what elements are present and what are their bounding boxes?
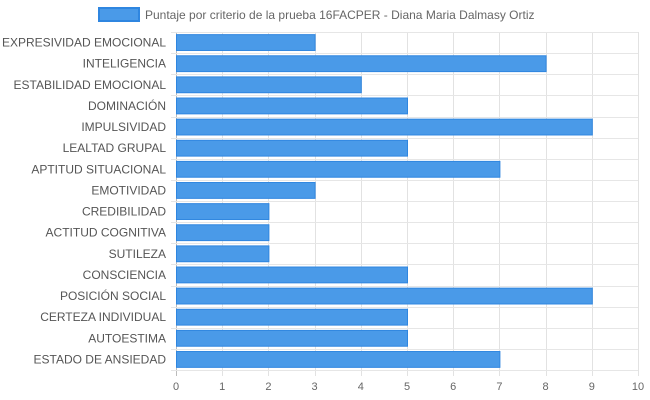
x-tick-label: 10 [632, 381, 644, 393]
category-label: EXPRESIVIDAD EMOCIONAL [2, 36, 166, 50]
bar[interactable] [176, 329, 408, 347]
bar[interactable] [176, 34, 316, 51]
category-label: SUTILEZA [109, 247, 166, 261]
bar[interactable] [176, 118, 593, 136]
category-label: IMPULSIVIDAD [81, 120, 166, 134]
bars [176, 34, 593, 368]
x-axis-ticks: 0 1 2 3 4 5 6 7 8 9 10 [173, 381, 644, 393]
bar[interactable] [176, 139, 408, 157]
category-label: POSICIÓN SOCIAL [60, 288, 166, 303]
category-label: CREDIBILIDAD [82, 205, 166, 219]
category-label: INTELIGENCIA [83, 57, 166, 71]
legend[interactable]: Puntaje por criterio de la prueba 16FACP… [98, 7, 535, 22]
x-tick-label: 3 [312, 381, 318, 393]
bar[interactable] [176, 287, 593, 305]
category-label: EMOTIVIDAD [91, 183, 166, 197]
category-label: ESTABILIDAD EMOCIONAL [14, 78, 167, 92]
legend-swatch [98, 7, 140, 22]
category-labels: EXPRESIVIDAD EMOCIONAL INTELIGENCIA ESTABI… [2, 36, 166, 367]
x-tick-label: 9 [589, 381, 595, 393]
x-tick-label: 2 [265, 381, 271, 393]
bar[interactable] [176, 308, 408, 326]
bar[interactable] [176, 76, 362, 94]
legend-label: Puntaje por criterio de la prueba 16FACP… [145, 8, 535, 22]
bar[interactable] [176, 351, 501, 368]
bar[interactable] [176, 203, 270, 220]
category-label: APTITUD SITUACIONAL [31, 162, 166, 176]
bar[interactable] [176, 182, 316, 199]
bar[interactable] [176, 224, 270, 242]
category-label: CERTEZA INDIVIDUAL [40, 310, 166, 324]
x-tick-label: 1 [219, 381, 225, 393]
x-tick-label: 5 [404, 381, 410, 393]
x-tick-label: 0 [173, 381, 179, 393]
gridlines [171, 32, 639, 376]
x-tick-label: 7 [496, 381, 502, 393]
bar[interactable] [176, 55, 547, 73]
bar[interactable] [176, 245, 270, 263]
category-label: DOMINACIÓN [88, 98, 166, 113]
category-label: AUTOESTIMA [88, 331, 166, 345]
category-label: ESTADO DE ANSIEDAD [34, 352, 167, 366]
category-label: LEALTAD GRUPAL [63, 141, 167, 155]
x-tick-label: 8 [543, 381, 549, 393]
x-tick-label: 4 [358, 381, 364, 393]
category-label: CONSCIENCIA [83, 268, 166, 282]
bar[interactable] [176, 160, 501, 178]
bar[interactable] [176, 97, 408, 115]
x-tick-label: 6 [450, 381, 456, 393]
category-label: ACTITUD COGNITIVA [46, 226, 166, 240]
bar[interactable] [176, 266, 408, 284]
